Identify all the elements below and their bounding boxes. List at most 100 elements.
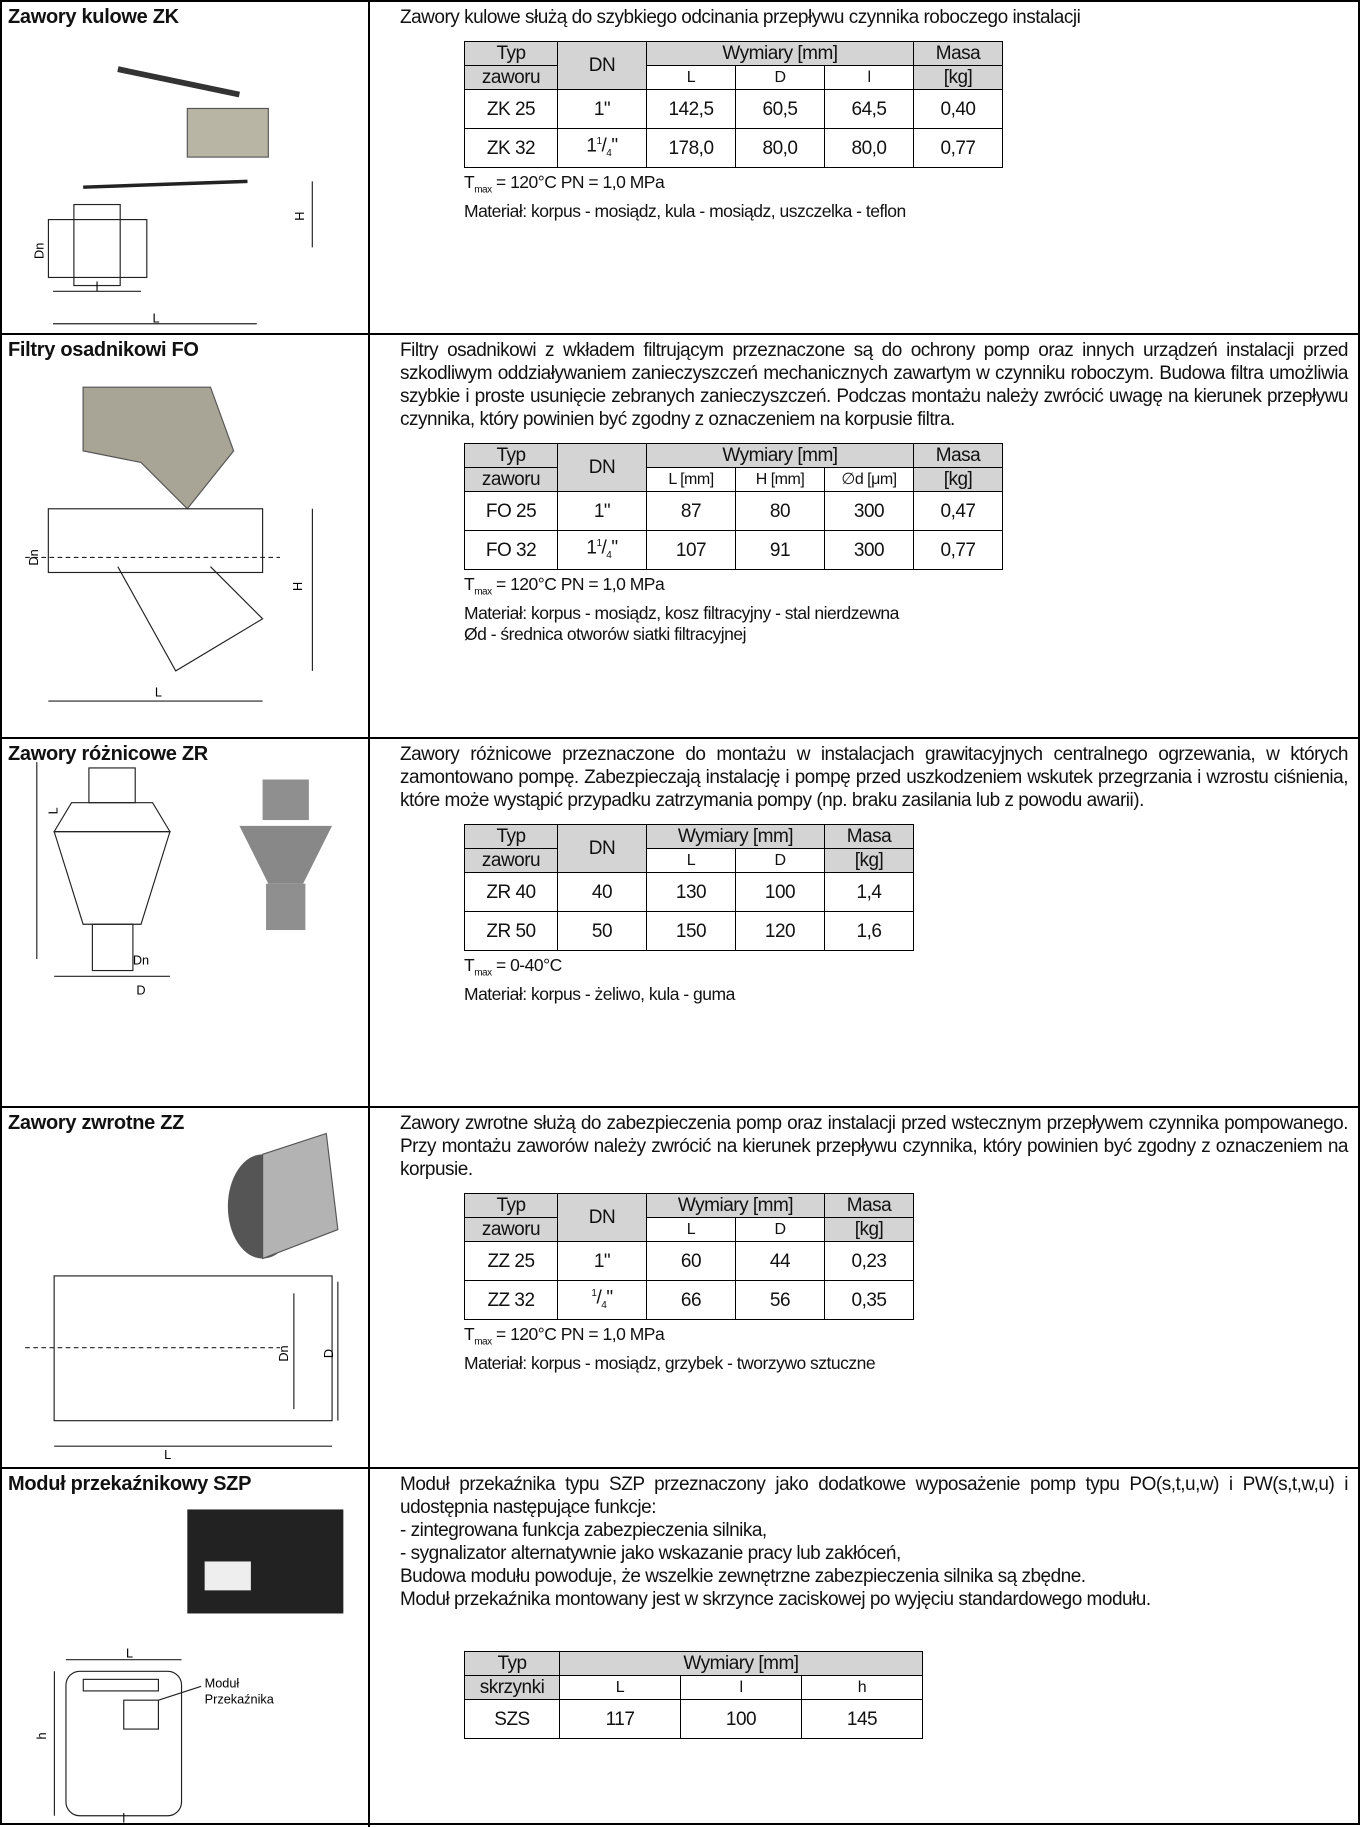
text: ∅d [μm] <box>841 471 896 488</box>
table-cell: 0,35 <box>825 1281 914 1320</box>
text: Typ <box>496 43 525 64</box>
dimension-label: l <box>96 279 99 294</box>
header-cell: ∅d [μm] <box>825 468 914 492</box>
header-cell: Wymiary [mm] <box>560 1652 923 1676</box>
table-cell: 56 <box>736 1281 825 1320</box>
text: DN <box>589 457 615 478</box>
header-cell: Wymiary [mm] <box>647 1194 825 1218</box>
text: 100 <box>726 1709 756 1730</box>
dimension-label: D <box>321 1349 336 1358</box>
table-cell: 64,5 <box>825 90 914 129</box>
text: L <box>616 1679 624 1696</box>
header-cell: Masa <box>914 42 1003 66</box>
text: Materiał: korpus - żeliwo, kula - guma <box>464 984 735 1004</box>
table-cell: ZK 25 <box>465 90 558 129</box>
text: 145 <box>847 1709 877 1730</box>
paragraph: Zawory zwrotne służą do zabezpieczenia p… <box>400 1112 1348 1181</box>
text: 1,6 <box>857 921 882 942</box>
drawing <box>124 1700 159 1729</box>
text: FO 32 <box>486 540 536 561</box>
table-cell: 0,77 <box>914 531 1003 570</box>
text: 107 <box>676 540 706 561</box>
header-cell: Wymiary [mm] <box>647 444 914 468</box>
table-cell: 80,0 <box>825 129 914 168</box>
document: Zawory kulowe ZKHDnlLZawory kulowe służą… <box>0 0 1360 1825</box>
table-cell: FO 25 <box>465 492 558 531</box>
table-cell: 130 <box>647 873 736 912</box>
description-cell: Filtry osadnikowi z wkładem filtrującym … <box>370 335 1358 737</box>
text: H [mm] <box>756 471 805 488</box>
drawing <box>266 884 305 930</box>
text: ZR 50 <box>486 921 535 942</box>
subscript: max <box>474 587 491 598</box>
spacer <box>400 1611 1348 1639</box>
symbol: T <box>464 574 474 594</box>
text: Wymiary [mm] <box>678 826 793 847</box>
header-cell: Masa <box>914 444 1003 468</box>
text: D <box>774 852 785 869</box>
text: [kg] <box>944 67 973 88</box>
drawing <box>158 1686 201 1700</box>
description: Moduł przekaźnika typu SZP przeznaczony … <box>400 1473 1348 1611</box>
dimension-label: h <box>34 1732 49 1739</box>
drawing <box>118 69 240 94</box>
note: Materiał: korpus - mosiądz, grzybek - tw… <box>464 1353 1348 1374</box>
text: l <box>739 1679 742 1696</box>
dimension-label: Dn <box>133 953 149 968</box>
text: 0,23 <box>852 1251 887 1272</box>
text: 50 <box>592 921 612 942</box>
text: [kg] <box>855 850 884 871</box>
text: Wymiary [mm] <box>678 1195 793 1216</box>
text: 91 <box>770 540 790 561</box>
paragraph: Moduł przekaźnika typu SZP przeznaczony … <box>400 1473 1348 1519</box>
text: Wymiary [mm] <box>722 445 837 466</box>
text: zaworu <box>482 469 540 490</box>
dimension-label: Moduł <box>205 1675 240 1690</box>
text: Materiał: korpus - mosiądz, kosz filtrac… <box>464 603 899 623</box>
text: 150 <box>676 921 706 942</box>
text: zaworu <box>482 1219 540 1240</box>
header-cell: L <box>647 1218 736 1242</box>
drawing <box>92 924 133 970</box>
header-cell: H [mm] <box>736 468 825 492</box>
drawing <box>263 780 309 821</box>
table-cell: 1" <box>558 492 647 531</box>
subscript: max <box>474 185 491 196</box>
product-figure: HDnlL <box>2 2 368 333</box>
text: ZK 25 <box>487 99 535 120</box>
drawing <box>205 1561 251 1590</box>
header-cell: D <box>736 66 825 90</box>
paragraph: Filtry osadnikowi z wkładem filtrującym … <box>400 339 1348 431</box>
table-row: ZZ 251"60440,23 <box>465 1242 914 1281</box>
description: Zawory zwrotne służą do zabezpieczenia p… <box>400 1112 1348 1181</box>
table-cell: 11/4" <box>558 129 647 168</box>
table-cell: 66 <box>647 1281 736 1320</box>
text: 60 <box>681 1251 701 1272</box>
note: Materiał: korpus - żeliwo, kula - guma <box>464 984 1348 1005</box>
text: Typ <box>496 1195 525 1216</box>
header-cell: h <box>802 1676 923 1700</box>
note: Materiał: korpus - mosiądz, kula - mosią… <box>464 201 1348 222</box>
paragraph: Moduł przekaźnika montowany jest w skrzy… <box>400 1588 1348 1611</box>
product-title: Zawory różnicowe ZR <box>8 743 208 766</box>
table-cell: ZR 50 <box>465 912 558 951</box>
header-cell: zaworu <box>465 66 558 90</box>
text: 64,5 <box>852 99 887 120</box>
text: 1" <box>594 501 610 522</box>
table-cell: ZZ 25 <box>465 1242 558 1281</box>
table-cell: 100 <box>681 1700 802 1739</box>
text: 120 <box>765 921 795 942</box>
text: ZR 40 <box>486 882 535 903</box>
description-cell: Zawory różnicowe przeznaczone do montażu… <box>370 739 1358 1106</box>
paragraph: - sygnalizator alternatywnie jako wskaza… <box>400 1542 1348 1565</box>
note: Tmax = 120°C PN = 1,0 MPa <box>464 1324 1348 1353</box>
header-cell: L <box>560 1676 681 1700</box>
note: Materiał: korpus - mosiądz, kosz filtrac… <box>464 603 1348 624</box>
text: Typ <box>496 445 525 466</box>
table-cell: 120 <box>736 912 825 951</box>
